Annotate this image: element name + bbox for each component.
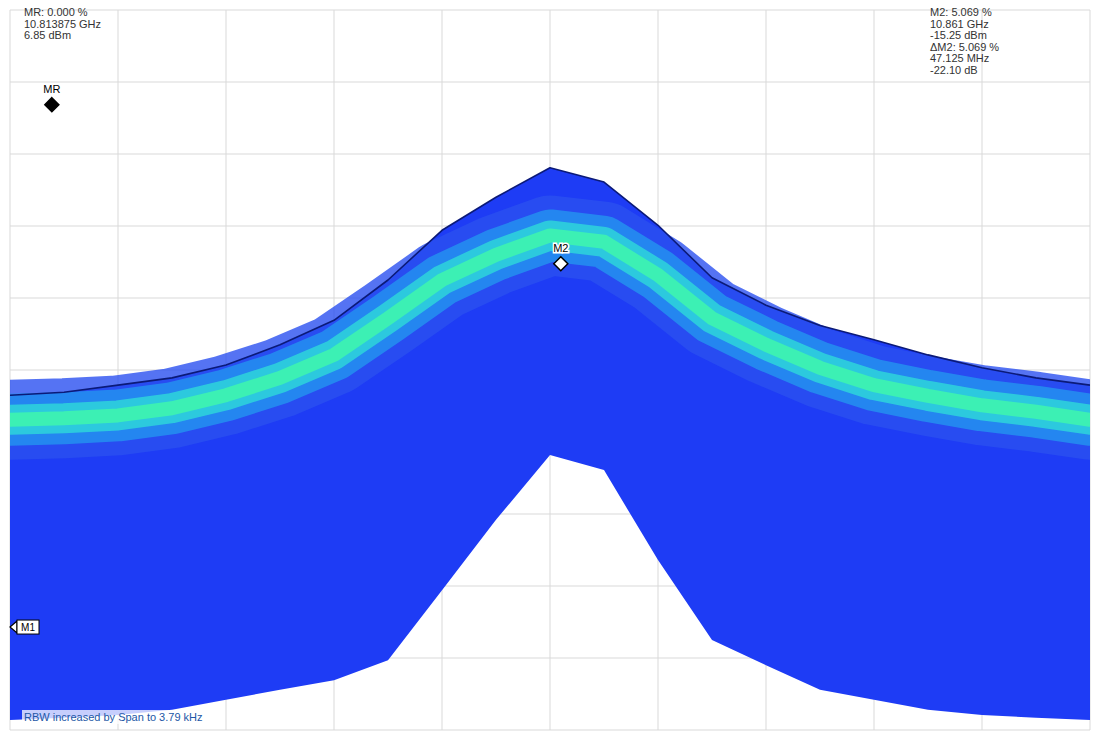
marker-diamond <box>554 257 568 271</box>
marker-readout: MR: 0.000 % <box>24 6 88 18</box>
marker-readout: -15.25 dBm <box>930 29 987 41</box>
grid-line-y <box>10 154 1090 155</box>
grid-line-y <box>10 730 1090 731</box>
grid-line-y <box>10 10 1090 11</box>
marker-label: MR <box>43 83 60 95</box>
marker-readout: 10.861 GHz <box>930 18 989 30</box>
grid-line-y <box>10 82 1090 83</box>
persistence-band <box>10 235 1090 419</box>
marker-label: M2 <box>553 242 568 254</box>
background <box>0 0 1094 738</box>
annotation-bg <box>22 710 205 724</box>
marker-box <box>17 620 39 634</box>
persistence-band <box>10 235 1090 419</box>
marker-readout: -22.10 dB <box>930 64 978 76</box>
grid <box>10 10 1090 730</box>
marker-readout: 6.85 dBm <box>24 29 71 41</box>
persistence-band <box>10 235 1090 419</box>
marker-readout: 10.813875 GHz <box>24 18 101 30</box>
marker-readout: M2: 5.069 % <box>930 6 992 18</box>
marker-diamond <box>45 98 59 112</box>
trace-line <box>10 168 1090 396</box>
annotation: RBW increased by Span to 3.79 kHz <box>24 711 203 723</box>
fill-area <box>10 168 1090 720</box>
marker-offscreen <box>10 621 17 633</box>
marker-readout: ΔM2: 5.069 % <box>930 41 999 53</box>
marker-readout: 47.125 MHz <box>930 52 989 64</box>
chart: MR MR: 0.000 %10.813875 GHz6.85 dBm M2 M2: … <box>0 0 1094 738</box>
marker-label: M1 <box>21 622 35 633</box>
persistence-band <box>10 235 1090 419</box>
data-group <box>10 168 1090 720</box>
